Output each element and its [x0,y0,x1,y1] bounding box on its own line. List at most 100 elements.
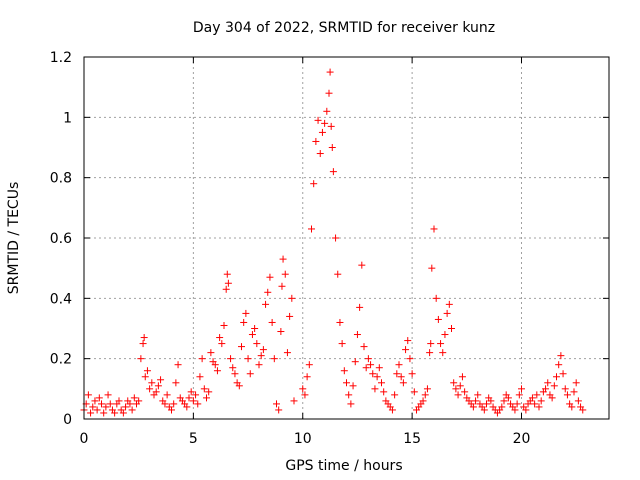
data-point [154,382,162,390]
data-point [248,331,256,339]
data-point [141,373,149,381]
data-point [448,325,455,332]
data-point [314,116,322,124]
data-point [419,397,427,405]
data-point [229,364,237,372]
data-point [312,137,320,145]
data-point [200,385,208,393]
data-point [218,340,226,348]
data-point [369,370,377,378]
data-point [135,397,143,405]
data-point [143,367,151,375]
data-point [550,382,558,390]
data-point [434,315,442,323]
data-point [375,364,383,372]
data-point [323,107,331,115]
data-point [327,122,335,130]
data-point [288,294,296,302]
data-point [240,318,248,326]
data-point [469,403,477,411]
data-point [213,367,221,375]
data-point [211,361,219,369]
axis-ticks [83,56,609,420]
data-point [528,394,536,402]
data-point [183,403,191,411]
data-point [278,282,286,290]
data-point [275,406,283,414]
data-point [321,119,329,127]
data-point [557,352,565,360]
data-point [227,355,235,363]
data-point [244,355,252,363]
data-point [452,385,460,393]
data-point [445,300,453,308]
chart-title: Day 304 of 2022, SRMTID for receiver kun… [193,20,495,36]
data-point [161,400,169,408]
data-point [192,391,200,399]
data-point [203,394,210,402]
data-point [253,340,261,348]
data-point [316,150,324,158]
data-point [574,397,582,405]
data-points [80,68,587,417]
data-point [231,370,239,378]
data-point [393,370,401,378]
data-point [542,385,550,393]
data-point [388,406,396,414]
data-point [268,318,276,326]
data-point [139,340,147,348]
data-point [364,355,372,363]
data-point [222,285,230,293]
x-tick-label: 15 [403,431,421,447]
data-point [336,318,344,326]
data-point [325,89,333,97]
data-point [548,394,556,402]
data-point [318,128,326,136]
y-tick-label: 1.2 [50,50,72,66]
data-point [238,343,245,351]
data-point [100,409,108,417]
data-point [391,391,399,399]
data-point [242,309,250,317]
data-point [515,391,523,399]
data-point [513,400,521,408]
data-point [343,379,350,387]
data-point [299,385,307,393]
data-point [301,391,309,399]
data-point [423,385,431,393]
data-point [251,325,259,332]
data-point [126,400,134,408]
data-point [399,379,407,387]
data-point [98,400,105,408]
data-point [500,397,508,405]
data-point [172,379,180,387]
y-tick-label: 0.6 [50,231,72,247]
data-point [351,358,359,366]
data-point [480,406,488,414]
data-point [428,264,436,272]
x-axis-label: GPS time / hours [285,458,402,474]
data-point [273,400,280,408]
data-point [472,397,480,405]
x-tick-labels: 0 5 10 15 20 [80,431,531,447]
data-point [378,379,385,387]
data-point [563,391,571,399]
data-point [89,403,97,411]
data-point [95,394,103,402]
data-point [264,288,272,296]
data-point [189,397,197,405]
data-point [408,370,416,378]
data-point [345,391,353,399]
data-point [504,394,512,402]
data-point [340,367,348,375]
data-point [362,364,370,372]
x-tick-label: 5 [189,431,198,447]
data-point [174,361,182,369]
data-point [461,388,469,396]
y-tick-label: 0.2 [50,352,72,368]
y-tick-label: 0 [63,412,72,428]
x-tick-label: 10 [294,431,312,447]
data-point [443,309,451,317]
data-point [559,370,567,378]
